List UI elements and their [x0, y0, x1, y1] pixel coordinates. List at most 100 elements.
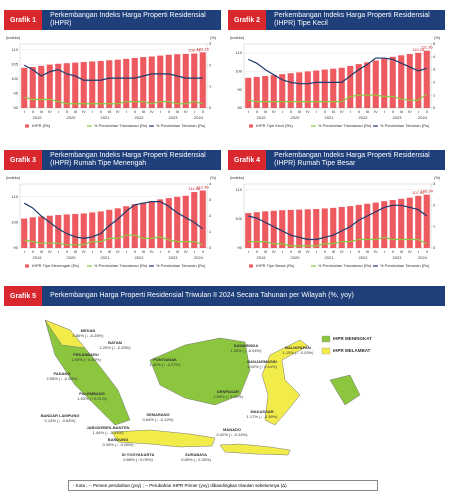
- x-tick-label: II: [134, 109, 136, 114]
- region-name: DENPASAR: [217, 389, 239, 394]
- legend-label: % Perubahan Tahunan (Rs): [380, 123, 430, 128]
- legend-swatch: [25, 264, 29, 268]
- y2-tick-label: 3: [433, 67, 436, 72]
- bar: [389, 200, 396, 248]
- region-value: 2.55% (↓ -0.08%): [47, 376, 79, 381]
- panel-title: Perkembangan Harga Properti Residensial …: [50, 292, 354, 299]
- bar: [372, 202, 379, 248]
- bar: [313, 70, 320, 108]
- y2-tick-label: 0: [433, 105, 436, 110]
- x-tick-label: II: [32, 249, 34, 254]
- y-tick-label: 110: [12, 47, 19, 52]
- x-tick-label: I: [316, 249, 317, 254]
- region-name: PADANG: [53, 371, 70, 376]
- x-tick-label: I: [418, 249, 419, 254]
- bar: [372, 60, 379, 108]
- y-tick-label: 110: [236, 50, 243, 55]
- bar: [55, 63, 62, 108]
- bar: [287, 209, 294, 248]
- bar: [114, 208, 121, 248]
- y2-tick-label: 4: [433, 54, 436, 59]
- x-tick-label: IV: [408, 109, 412, 114]
- year-label: 2019: [33, 255, 43, 260]
- year-label: 2022: [135, 255, 145, 260]
- legend-label: % Perubahan Tahunan (Rs): [380, 263, 430, 268]
- x-tick-label: II: [358, 109, 360, 114]
- bar: [131, 204, 138, 248]
- bar: [313, 209, 320, 248]
- region-name: JABODEBEK-BANTEN: [86, 425, 129, 430]
- year-label: 2022: [359, 255, 369, 260]
- x-tick-label: II: [66, 249, 68, 254]
- panel-header: Grafik 3 Perkembangan Indeks Harga Proper…: [4, 150, 221, 170]
- x-tick-label: I: [58, 249, 59, 254]
- y2-tick-label: 2: [209, 213, 212, 218]
- region-name: SAMARINDA: [234, 343, 259, 348]
- x-tick-label: III: [142, 249, 145, 254]
- panel-title: Perkembangan Indeks Harga Properti Resid…: [274, 12, 430, 27]
- x-tick-label: III: [332, 109, 335, 114]
- region-name: PALEMBANG: [79, 391, 104, 396]
- x-tick-label: II: [256, 249, 258, 254]
- bar: [46, 64, 53, 108]
- y-tick-label: 80: [238, 105, 243, 110]
- y-tick-label: 100: [11, 76, 18, 81]
- y2-axis-label: (%): [434, 175, 441, 180]
- legend-label: % Perubahan Triwulanan (Rs): [318, 263, 372, 268]
- legend-label: % Perubahan Triwulanan (Rs): [318, 123, 372, 128]
- data-label: 108.34: [421, 189, 434, 194]
- x-tick-label: I: [350, 249, 351, 254]
- y-tick-label: 95: [14, 91, 19, 96]
- x-tick-label: II: [256, 109, 258, 114]
- x-tick-label: IV: [82, 109, 86, 114]
- bar: [174, 196, 181, 248]
- bar: [338, 67, 345, 108]
- x-tick-label: III: [366, 109, 369, 114]
- region-name: BATAM: [108, 340, 123, 345]
- panel-header: Grafik 1 Perkembangan Indeks Harga Proper…: [4, 10, 221, 30]
- y-axis-label: (indeks): [230, 175, 245, 180]
- bar: [245, 77, 252, 108]
- y2-tick-label: 3: [433, 181, 436, 186]
- x-tick-label: IV: [48, 109, 52, 114]
- region-value: 1.26% (↓ -0.04%): [231, 348, 263, 353]
- x-tick-label: IV: [184, 109, 188, 114]
- bar: [398, 55, 405, 108]
- region-value: 0.86% (↓ -0.25%): [73, 333, 105, 338]
- y2-tick-label: 0: [433, 245, 436, 250]
- bar: [338, 206, 345, 248]
- bar: [398, 198, 405, 248]
- bar: [29, 66, 36, 108]
- x-tick-label: I: [418, 109, 419, 114]
- bar: [63, 214, 70, 248]
- bar: [364, 203, 371, 248]
- x-tick-label: I: [194, 109, 195, 114]
- bar: [355, 64, 362, 108]
- region-value: 1.53% (↑ 0.21%): [77, 396, 107, 401]
- bar: [157, 55, 164, 108]
- legend-label: % Perubahan Tahunan (Rs): [156, 123, 206, 128]
- panel-header: Grafik 2 Perkembangan Indeks Harga Proper…: [228, 10, 445, 30]
- panel-label: Grafik 5: [4, 286, 43, 306]
- region-name: BANDUNG: [108, 437, 128, 442]
- bar: [415, 52, 422, 108]
- line-series: [248, 236, 428, 247]
- legend-label: % Perubahan Triwulanan (Rs): [94, 123, 148, 128]
- region-value: 0.64% (↓ -0.12%): [143, 417, 175, 422]
- year-label: 2022: [359, 115, 369, 120]
- x-tick-label: I: [194, 249, 195, 254]
- x-tick-label: III: [108, 109, 111, 114]
- region-value: 1.89% (↑ 1.96%): [213, 394, 243, 399]
- region-value: 1.17% (↓ -0.36%): [247, 414, 279, 419]
- region-name: DI YOGYAKARTA: [122, 452, 155, 457]
- y-tick-label: 100: [11, 219, 18, 224]
- legend-label: IHPR (Rs): [32, 123, 51, 128]
- x-tick-label: I: [248, 109, 249, 114]
- region-value: 0.89% (↓ 0.35%): [181, 457, 211, 462]
- x-tick-label: III: [332, 249, 335, 254]
- x-tick-label: I: [160, 109, 161, 114]
- bar: [114, 59, 121, 108]
- bar: [296, 209, 303, 248]
- bar: [165, 198, 172, 248]
